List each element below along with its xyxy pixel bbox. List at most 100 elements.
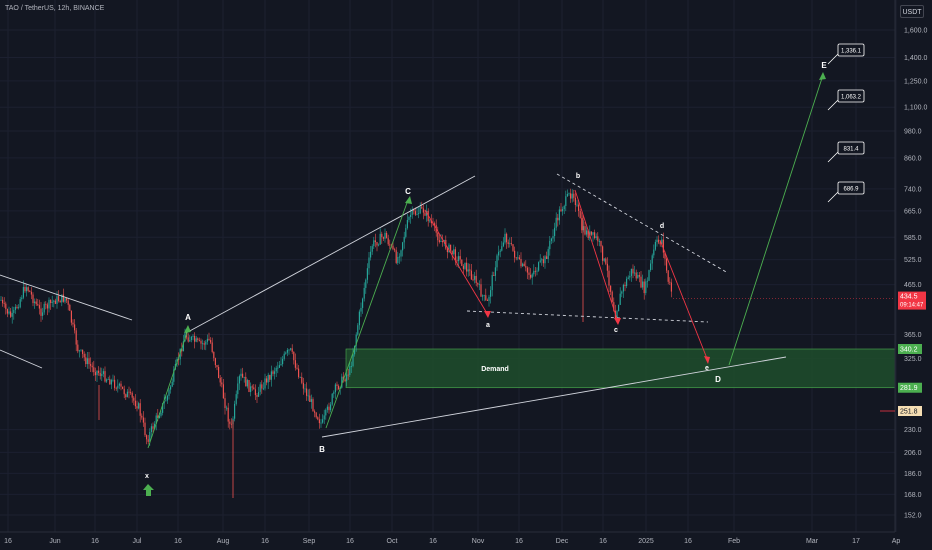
- candle-body: [658, 239, 660, 243]
- candle-body: [650, 263, 652, 271]
- symbol-title: TAO / TetherUS, 12h, BINANCE: [5, 5, 105, 12]
- candle-body: [547, 249, 549, 259]
- candle-body: [338, 385, 340, 389]
- candle-body: [194, 335, 196, 342]
- candle-body: [490, 290, 492, 297]
- candle-body: [266, 378, 268, 383]
- candle-body: [259, 384, 261, 392]
- price-axis[interactable]: 1,600.0 1,400.0 1,250.0 1,100.0 980.0 860.0 74…: [894, 0, 927, 532]
- candle-body: [480, 284, 482, 297]
- candle-body: [563, 205, 565, 210]
- candle-body: [238, 376, 240, 384]
- candle-body: [539, 260, 541, 263]
- time-tick-label: Sep: [303, 538, 316, 545]
- currency-button[interactable]: USDT: [900, 5, 924, 18]
- candle-body: [376, 242, 378, 246]
- candle-body: [218, 367, 220, 379]
- candle-body: [344, 379, 346, 381]
- candle-body: [27, 287, 29, 291]
- candle-body: [66, 298, 68, 301]
- price-tick-label: 1,250.0: [904, 78, 927, 85]
- candle-body: [379, 233, 381, 245]
- candle-body: [115, 387, 117, 389]
- wave-label: A: [185, 313, 191, 322]
- candle-body: [182, 341, 184, 352]
- candle-body: [378, 244, 380, 246]
- candle-body: [595, 236, 597, 239]
- wave-label: E: [821, 61, 827, 70]
- candle-body: [416, 213, 418, 215]
- candle-body: [229, 421, 231, 424]
- price-tick-label: 980.0: [904, 129, 922, 136]
- candle-body: [520, 258, 522, 267]
- wave-label: a: [486, 322, 490, 329]
- time-axis[interactable]: 16 Jun 16 Jul 16 Aug 16 Sep 16 Oct 16 Nov 16 Dec 16 202…: [0, 531, 900, 545]
- candle-body: [299, 377, 301, 378]
- candle-body: [30, 291, 32, 295]
- time-tick-label: Jun: [49, 538, 60, 545]
- candle-body: [94, 372, 96, 376]
- candle-body: [496, 255, 498, 268]
- candle-body: [507, 242, 509, 245]
- candle-body: [523, 263, 525, 267]
- candle-body: [250, 386, 252, 392]
- target-pointer: [827, 191, 839, 203]
- candle-body: [605, 258, 607, 264]
- arrow-head: [614, 318, 621, 325]
- candle-body: [0, 299, 2, 301]
- candle-body: [653, 249, 655, 256]
- candle-body: [387, 238, 389, 245]
- candle-body: [474, 275, 476, 280]
- candle-body: [579, 210, 581, 219]
- wave-label: C: [405, 187, 411, 196]
- price-tick-label: 186.0: [904, 471, 922, 478]
- candle-body: [309, 395, 311, 402]
- candle-body: [518, 257, 520, 259]
- candle-body: [37, 304, 39, 306]
- candle-body: [14, 306, 16, 310]
- candle-body: [562, 209, 564, 212]
- candle-body: [98, 370, 100, 373]
- candle-body: [597, 236, 599, 242]
- candle-body: [472, 279, 474, 281]
- wave-label: B: [319, 445, 325, 454]
- candle-body: [302, 382, 304, 389]
- candle-body: [50, 299, 52, 303]
- time-tick-label: 16: [429, 538, 437, 545]
- candle-body: [350, 366, 352, 367]
- candle-body: [230, 423, 232, 425]
- candle-body: [454, 249, 456, 261]
- candle-body: [590, 231, 592, 235]
- candle-body: [544, 256, 546, 264]
- target-box: [837, 43, 865, 57]
- candle-body: [541, 259, 543, 261]
- candle-body: [411, 209, 413, 215]
- candle-body: [317, 417, 319, 420]
- candle-body: [248, 380, 250, 392]
- candle-body: [477, 282, 479, 285]
- candle-body: [349, 366, 351, 376]
- candle-body: [96, 370, 98, 376]
- triangle-upper-line: [556, 173, 729, 274]
- candle-body: [5, 303, 7, 310]
- candle-body: [448, 244, 450, 253]
- price-tick-label: 230.0: [904, 427, 922, 434]
- candle-body: [368, 257, 370, 269]
- candle-body: [587, 230, 589, 239]
- arrow-head: [704, 356, 710, 364]
- candle-body: [118, 383, 120, 386]
- candle-body: [280, 364, 282, 366]
- candle-body: [347, 374, 349, 376]
- candle-body: [306, 388, 308, 396]
- candle-body: [549, 240, 551, 250]
- candle-body: [346, 374, 348, 381]
- candle-body: [509, 243, 511, 245]
- candle-body: [251, 386, 253, 388]
- candle-body: [483, 295, 485, 297]
- candle-body: [29, 290, 31, 292]
- candle-body: [274, 371, 276, 374]
- candle-body: [158, 415, 160, 418]
- candle-body: [83, 353, 85, 358]
- candle-body: [157, 415, 159, 418]
